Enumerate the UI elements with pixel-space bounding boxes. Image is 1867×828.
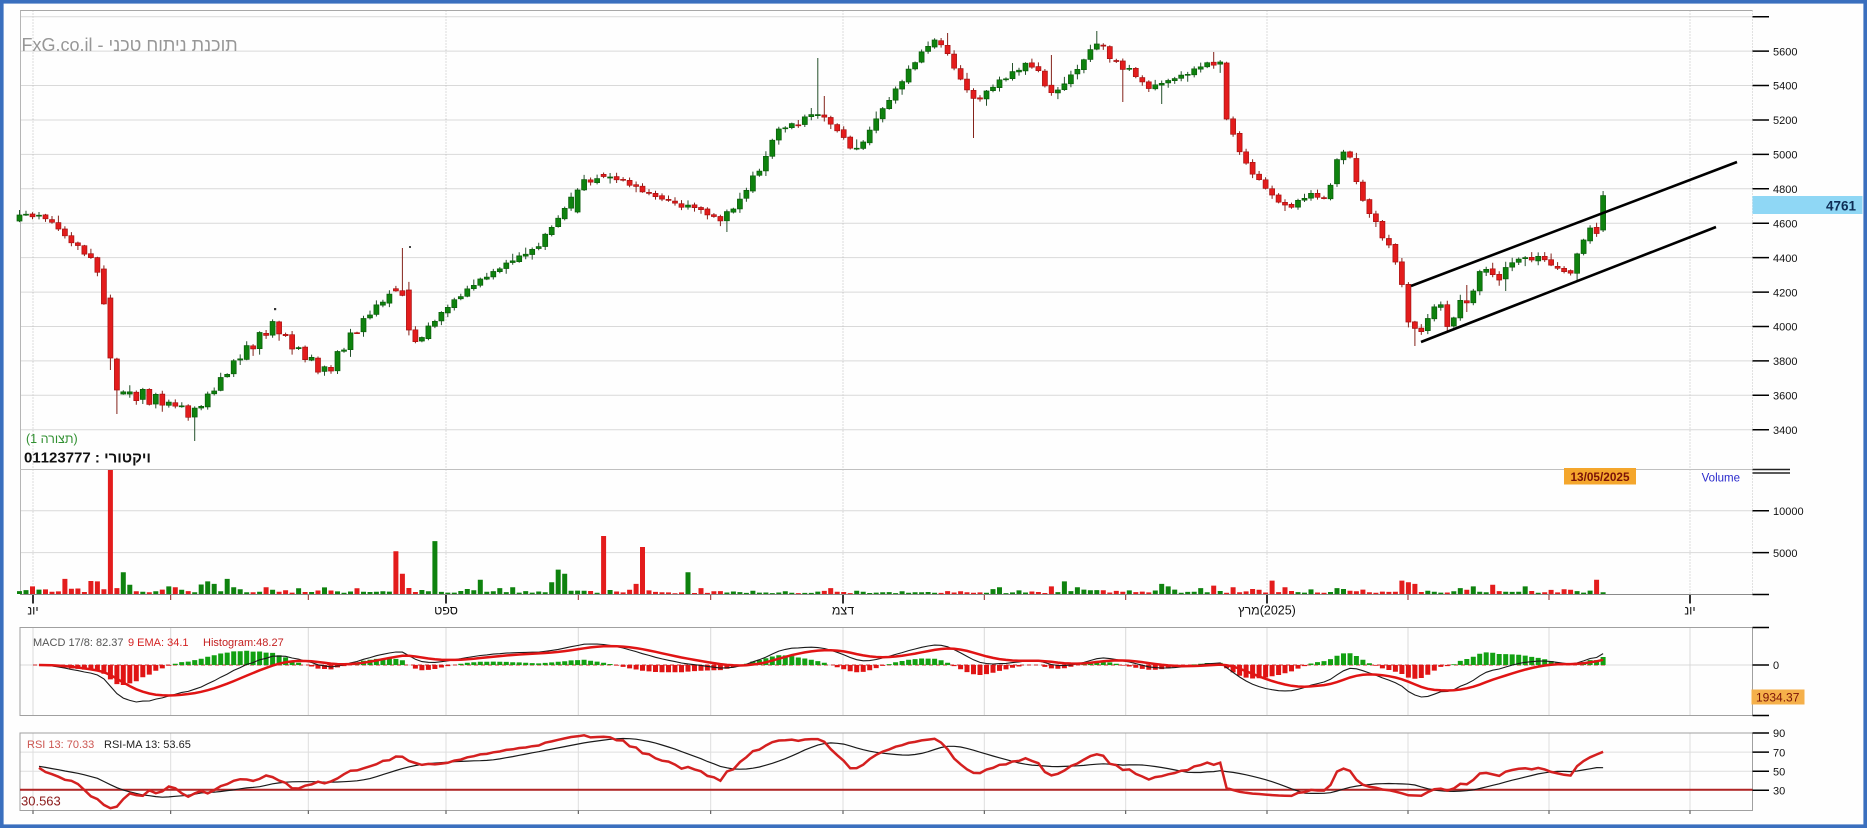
svg-text:נוי: נוי (27, 604, 38, 618)
svg-text:70: 70 (1773, 747, 1785, 759)
svg-text:4400: 4400 (1773, 253, 1797, 265)
svg-text:4800: 4800 (1773, 184, 1797, 196)
svg-text:Histogram:48.27: Histogram:48.27 (203, 637, 284, 649)
svg-text:1934.37: 1934.37 (1756, 690, 1800, 704)
svg-text:3800: 3800 (1773, 356, 1797, 368)
svg-text:5600: 5600 (1773, 46, 1797, 58)
svg-text:5000: 5000 (1773, 548, 1797, 560)
svg-text:RSI-MA 13: 53.65: RSI-MA 13: 53.65 (104, 739, 191, 751)
svg-text:30.563: 30.563 (21, 794, 61, 809)
svg-text:0: 0 (1773, 660, 1779, 672)
svg-text:01123777 : ירוטקיו: 01123777 : ירוטקיו (24, 450, 151, 467)
svg-text:5400: 5400 (1773, 81, 1797, 93)
svg-text:3600: 3600 (1773, 391, 1797, 403)
svg-text:5000: 5000 (1773, 150, 1797, 162)
svg-text:90: 90 (1773, 728, 1785, 740)
svg-text:13/05/2025: 13/05/2025 (1570, 470, 1629, 484)
svg-text:מצד: מצד (832, 604, 854, 618)
svg-text:4200: 4200 (1773, 287, 1797, 299)
svg-text:4000: 4000 (1773, 322, 1797, 334)
svg-text:50: 50 (1773, 766, 1785, 778)
svg-text:טפס: טפס (434, 604, 458, 618)
svg-text:FxG.co.il - ינכט חותינ תנכות: FxG.co.il - ינכט חותינ תנכות (22, 35, 238, 55)
svg-text:30: 30 (1773, 786, 1785, 798)
svg-text:(1 הרוצת): (1 הרוצת) (26, 432, 78, 446)
svg-text:9 EMA: 34.1: 9 EMA: 34.1 (128, 637, 189, 649)
svg-text:נוי: נוי (1684, 604, 1695, 618)
svg-text:4600: 4600 (1773, 218, 1797, 230)
svg-text:ץרמ(2025): ץרמ(2025) (1238, 604, 1296, 618)
svg-text:10000: 10000 (1773, 506, 1804, 518)
svg-text:Volume: Volume (1702, 473, 1740, 485)
svg-text:3400: 3400 (1773, 425, 1797, 437)
svg-text:5200: 5200 (1773, 115, 1797, 127)
svg-text:MACD 17/8: 82.37: MACD 17/8: 82.37 (33, 637, 124, 649)
svg-text:RSI 13: 70.33: RSI 13: 70.33 (27, 739, 94, 751)
svg-text:4761: 4761 (1826, 199, 1857, 214)
